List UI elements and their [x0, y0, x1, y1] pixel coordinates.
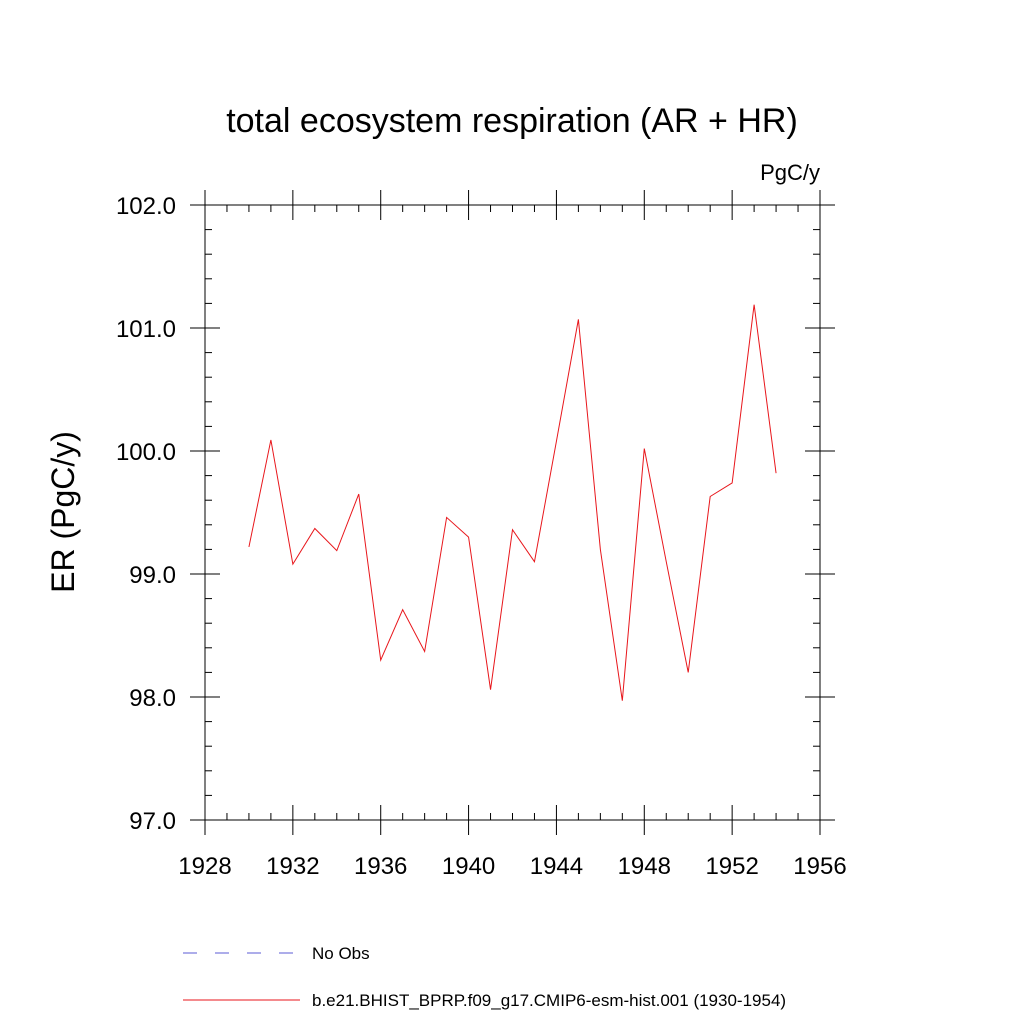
x-tick-label: 1956 — [793, 853, 846, 880]
x-tick-label: 1940 — [442, 853, 495, 880]
legend: No Obs b.e21.BHIST_BPRP.f09_g17.CMIP6-es… — [183, 944, 786, 1010]
y-tick-label: 99.0 — [129, 562, 176, 589]
x-tick-label: 1948 — [618, 853, 671, 880]
y-axis-label: ER (PgC/y) — [45, 431, 81, 593]
y-tick-label: 100.0 — [116, 439, 176, 466]
tick-labels: 1928 1932 1936 1940 1944 1948 1952 1956 97.0 98.0… — [116, 193, 847, 880]
x-tick-label: 1928 — [178, 853, 231, 880]
axis-ticks — [190, 190, 835, 835]
x-tick-label: 1932 — [266, 853, 319, 880]
series-line-1 — [248, 304, 777, 701]
units-label: PgC/y — [760, 160, 820, 185]
chart-title: total ecosystem respiration (AR + HR) — [226, 102, 798, 140]
x-tick-label: 1936 — [354, 853, 407, 880]
legend-label-model: b.e21.BHIST_BPRP.f09_g17.CMIP6-esm-hist.… — [312, 991, 786, 1010]
y-tick-label: 101.0 — [116, 316, 176, 343]
legend-label-no-obs: No Obs — [312, 944, 370, 963]
y-tick-label: 102.0 — [116, 193, 176, 220]
series-layer — [248, 304, 777, 701]
plot-frame — [204, 204, 821, 821]
y-tick-label: 97.0 — [129, 808, 176, 835]
x-tick-label: 1944 — [530, 853, 583, 880]
x-tick-label: 1952 — [705, 853, 758, 880]
y-tick-label: 98.0 — [129, 685, 176, 712]
